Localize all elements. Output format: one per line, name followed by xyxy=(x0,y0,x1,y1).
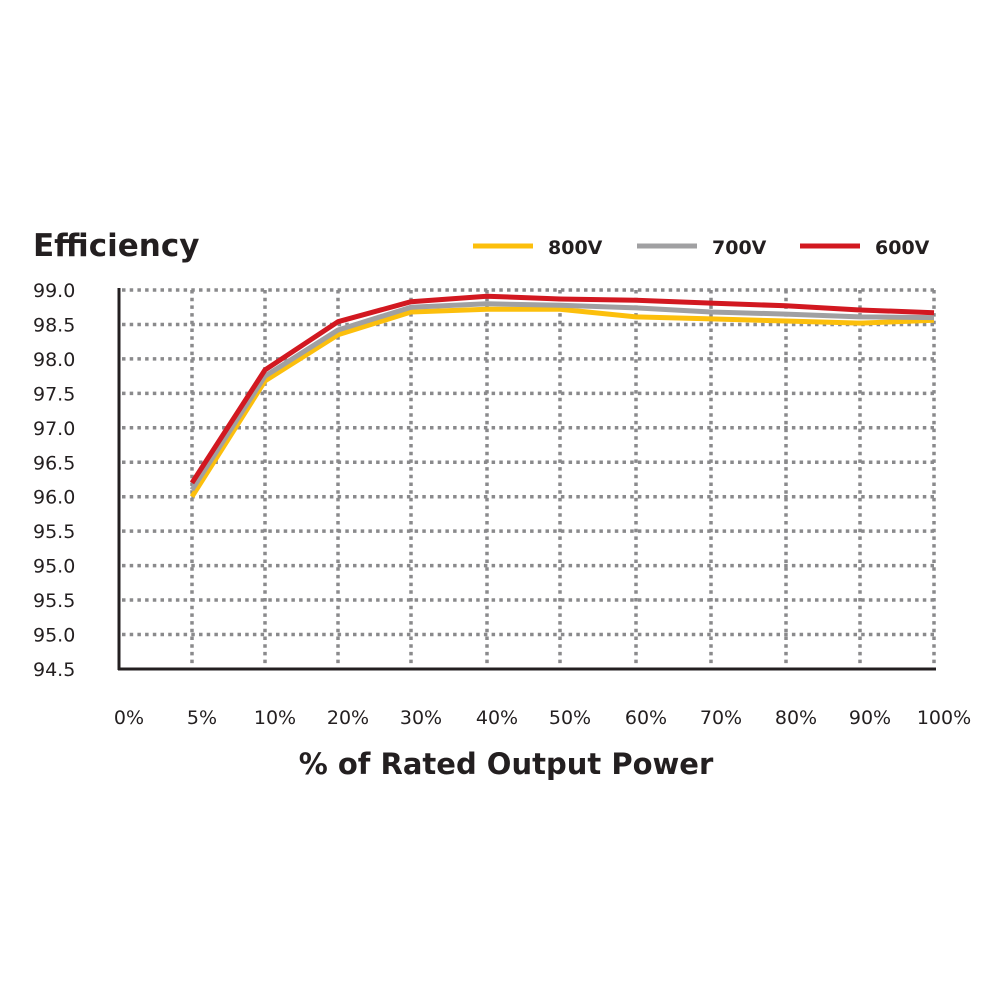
y-tick-label: 98.0 xyxy=(33,349,75,371)
y-tick-label: 96.0 xyxy=(33,487,75,509)
y-tick-label: 97.5 xyxy=(33,383,75,405)
legend-label: 600V xyxy=(875,237,930,259)
x-tick-label: 70% xyxy=(700,707,742,729)
series-line-600V xyxy=(189,293,935,485)
grid xyxy=(122,288,936,667)
y-tick-label: 96.5 xyxy=(33,452,75,474)
series-line-800V xyxy=(189,306,935,499)
x-tick-label: 40% xyxy=(476,707,518,729)
y-tick-label: 95.5 xyxy=(33,521,75,543)
y-tick-label: 99.0 xyxy=(33,280,75,302)
series-lines xyxy=(189,293,935,499)
x-tick-label: 0% xyxy=(114,707,144,729)
x-tick-label: 30% xyxy=(400,707,442,729)
x-tick-label: 100% xyxy=(917,707,971,729)
x-axis-label: % of Rated Output Power xyxy=(299,747,714,781)
series-line-700V xyxy=(189,301,935,492)
x-tick-label: 90% xyxy=(849,707,891,729)
x-tick-label: 50% xyxy=(549,707,591,729)
x-tick-label: 80% xyxy=(775,707,817,729)
legend-label: 800V xyxy=(548,237,603,259)
x-tick-label: 5% xyxy=(187,707,217,729)
legend-label: 700V xyxy=(712,237,767,259)
x-tick-label: 20% xyxy=(327,707,369,729)
y-tick-label: 97.0 xyxy=(33,418,75,440)
y-tick-label: 94.5 xyxy=(33,659,75,681)
x-tick-label: 60% xyxy=(625,707,667,729)
legend: 800V 700V 600V xyxy=(473,237,930,259)
y-tick-label: 95.5 xyxy=(33,590,75,612)
y-tick-label: 95.0 xyxy=(33,556,75,578)
x-tick-label: 10% xyxy=(254,707,296,729)
y-tick-label: 95.0 xyxy=(33,625,75,647)
tick-labels: 99.0 98.5 98.0 97.5 97.0 96.5 96.0 95.5 95.0 95.5… xyxy=(33,280,971,729)
chart-title: Efficiency xyxy=(33,228,199,264)
y-tick-label: 98.5 xyxy=(33,314,75,336)
